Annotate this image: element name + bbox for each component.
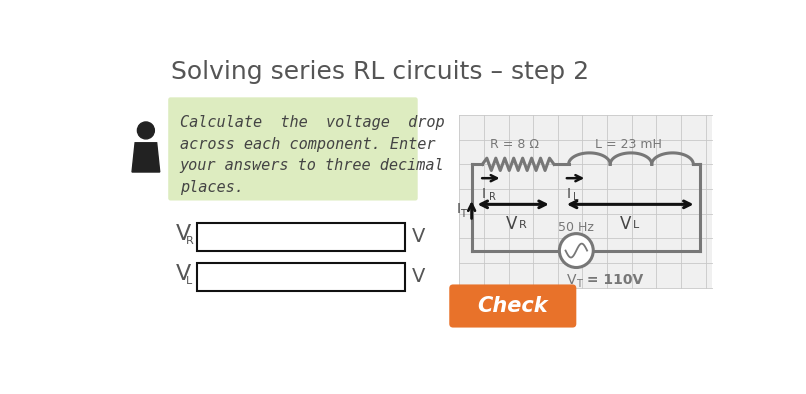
Text: T: T — [575, 279, 581, 290]
Text: 50 Hz: 50 Hz — [559, 221, 594, 234]
Text: R: R — [518, 220, 526, 230]
Bar — [197, 263, 405, 291]
Text: I: I — [567, 188, 571, 201]
Text: T: T — [460, 208, 466, 219]
Circle shape — [559, 234, 593, 268]
Circle shape — [137, 122, 155, 139]
Text: V: V — [176, 225, 191, 244]
FancyBboxPatch shape — [449, 284, 576, 327]
Text: R: R — [186, 236, 193, 245]
Text: I: I — [457, 202, 461, 216]
Text: V: V — [506, 215, 517, 233]
Text: L = 23 mH: L = 23 mH — [596, 138, 662, 151]
Text: Solving series RL circuits – step 2: Solving series RL circuits – step 2 — [171, 60, 588, 84]
Text: I: I — [482, 188, 485, 201]
Text: = 110V: = 110V — [582, 273, 643, 287]
Text: V: V — [620, 215, 631, 233]
Text: R: R — [488, 192, 496, 202]
Text: V: V — [413, 267, 426, 286]
Text: L: L — [573, 192, 579, 202]
Bar — [459, 115, 712, 288]
Text: L: L — [186, 275, 192, 286]
Polygon shape — [132, 143, 160, 172]
Bar — [197, 223, 405, 251]
Text: across each component. Enter: across each component. Enter — [180, 137, 435, 152]
Text: R = 8 Ω: R = 8 Ω — [490, 138, 539, 151]
Text: Check: Check — [477, 296, 548, 316]
Text: L: L — [633, 220, 639, 230]
Text: V: V — [413, 227, 426, 246]
Text: V: V — [176, 264, 191, 284]
Text: your answers to three decimal: your answers to three decimal — [180, 158, 444, 173]
Text: Calculate  the  voltage  drop: Calculate the voltage drop — [180, 115, 444, 130]
FancyBboxPatch shape — [168, 97, 418, 201]
Text: V: V — [567, 273, 576, 287]
Text: places.: places. — [180, 180, 243, 195]
